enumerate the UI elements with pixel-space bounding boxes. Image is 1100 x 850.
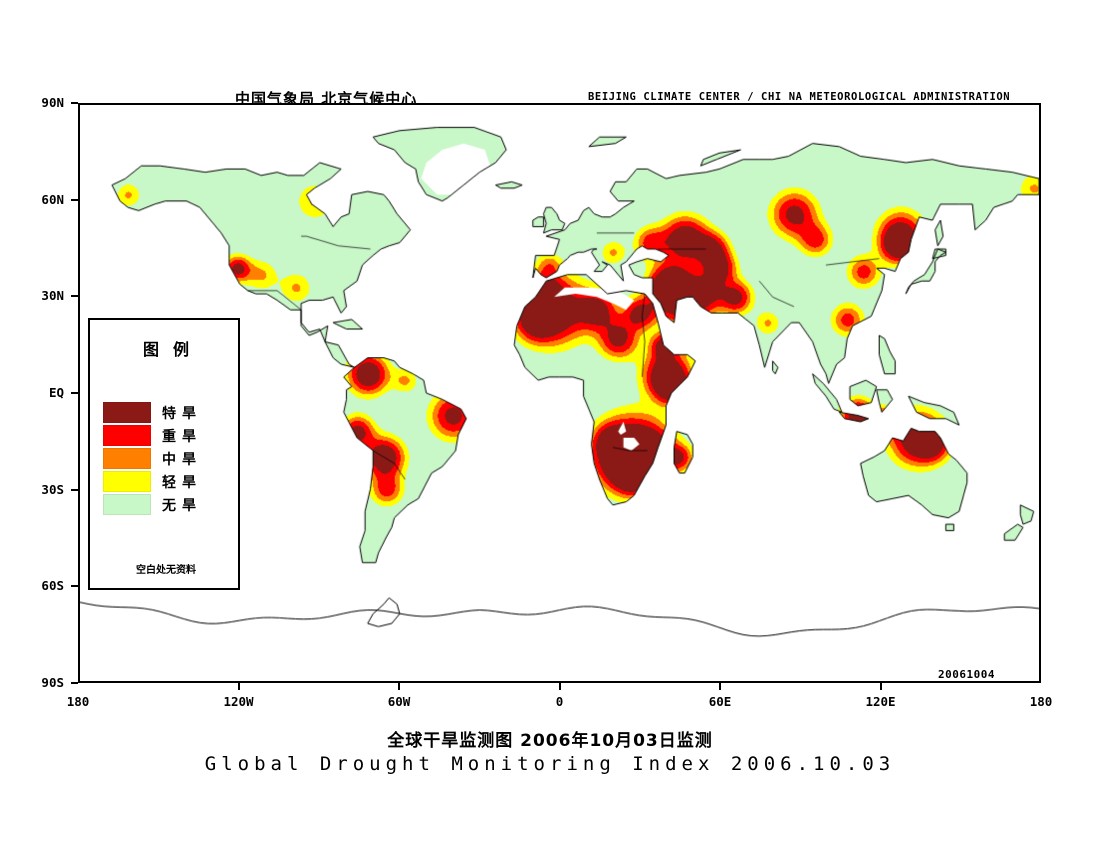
legend-item-mild-drought: 轻旱 (90, 471, 242, 494)
latitude-tick-mark (71, 392, 78, 394)
latitude-tick-mark (71, 585, 78, 588)
legend-nodata-note: 空白处无资料 (136, 565, 196, 576)
datestamp-label: 20061004 (938, 668, 995, 681)
longitude-tick-mark (719, 683, 721, 690)
latitude-tick-mark (71, 682, 78, 684)
legend-swatch-moderate-drought (103, 448, 151, 469)
latitude-tick-label: 90S (41, 675, 64, 690)
longitude-tick-label: 0 (555, 694, 564, 709)
longitude-tick-label: 180 (1029, 694, 1053, 709)
legend-panel: 图例 特旱重旱中旱轻旱无旱 空白处无资料 (88, 318, 240, 590)
legend-label-mild-drought: 轻旱 (162, 475, 202, 491)
latitude-tick-mark (71, 102, 78, 104)
map-title-english: Global Drought Monitoring Index 2006.10.… (204, 753, 896, 775)
longitude-tick-mark (558, 683, 561, 690)
legend-swatch-extreme-drought (103, 402, 151, 423)
longitude-tick-label: 180 (66, 694, 90, 709)
legend-label-moderate-drought: 中旱 (162, 452, 202, 468)
legend-label-severe-drought: 重旱 (162, 429, 202, 445)
legend-label-extreme-drought: 特旱 (162, 406, 202, 422)
legend-title: 图例 (142, 340, 203, 359)
longitude-tick-mark (398, 683, 400, 690)
longitude-tick-label: 60E (708, 694, 732, 709)
legend-swatch-mild-drought (103, 471, 151, 492)
latitude-tick-label: 60N (41, 191, 64, 207)
longitude-tick-mark (237, 683, 240, 690)
legend-label-no-drought: 无旱 (162, 498, 202, 514)
latitude-tick-mark (71, 295, 78, 298)
map-title-chinese: 全球干旱监测图 2006年10月03日监测 (387, 731, 713, 751)
latitude-tick-label: 60S (41, 578, 64, 594)
legend-items: 特旱重旱中旱轻旱无旱 (90, 402, 242, 517)
legend-swatch-no-drought (103, 494, 151, 515)
legend-item-extreme-drought: 特旱 (90, 402, 242, 425)
legend-item-moderate-drought: 中旱 (90, 448, 242, 471)
longitude-tick-label: 120W (223, 694, 254, 709)
longitude-tick-label: 60W (387, 694, 411, 709)
latitude-tick-label: 30N (41, 288, 64, 304)
latitude-tick-label: 90N (41, 95, 64, 110)
latitude-tick-mark (71, 198, 78, 201)
legend-item-no-drought: 无旱 (90, 494, 242, 517)
legend-swatch-severe-drought (103, 425, 151, 446)
latitude-tick-label: 30S (41, 481, 64, 497)
longitude-tick-mark (879, 683, 882, 690)
legend-item-severe-drought: 重旱 (90, 425, 242, 448)
latitude-tick-label: EQ (48, 385, 64, 400)
header-agency-english: BEIJING CLIMATE CENTER / CHI NA METEOROL… (588, 91, 1011, 103)
latitude-tick-mark (71, 488, 78, 491)
longitude-tick-label: 120E (865, 694, 896, 709)
